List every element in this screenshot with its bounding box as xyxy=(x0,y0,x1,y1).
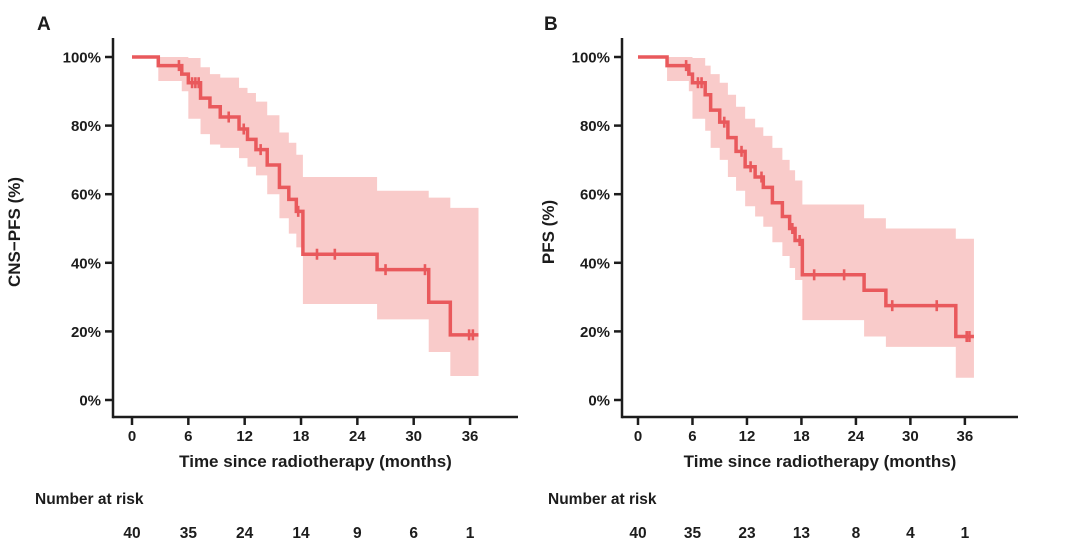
y-tick-label: 0% xyxy=(588,393,610,410)
x-tick-label: 30 xyxy=(405,428,422,445)
x-axis-title: Time since radiotherapy (months) xyxy=(179,452,452,471)
risk-count: 13 xyxy=(793,525,811,542)
risk-count: 9 xyxy=(353,525,362,542)
x-tick-label: 6 xyxy=(688,428,696,445)
risk-count: 23 xyxy=(738,525,756,542)
risk-count: 8 xyxy=(852,525,861,542)
x-tick-label: 36 xyxy=(957,428,974,445)
y-tick-label: 80% xyxy=(580,118,610,135)
axis-layer: 0% 20% 40% 60% 80% 100% 0 6 12 18 24 30 36 xyxy=(63,38,518,445)
y-tick-label: 60% xyxy=(580,187,610,204)
risk-count: 14 xyxy=(292,525,310,542)
panel-label: A xyxy=(37,14,51,35)
x-tick-label: 18 xyxy=(793,428,810,445)
risk-count: 24 xyxy=(236,525,254,542)
risk-count: 40 xyxy=(123,525,140,542)
km-curve-layer xyxy=(132,55,479,341)
risk-count: 40 xyxy=(629,525,646,542)
x-tick-label: 12 xyxy=(739,428,756,445)
km-curve-layer xyxy=(638,55,974,343)
risk-count: 4 xyxy=(906,525,915,542)
panel-b: B PFS (%) 0% 20% 40% 60% 80% 100% 0 6 12 18 24 30 36… xyxy=(539,0,1080,551)
risk-count: 35 xyxy=(180,525,198,542)
x-tick-label: 6 xyxy=(184,428,192,445)
y-axis-title: PFS (%) xyxy=(540,200,558,264)
x-tick-label: 36 xyxy=(462,428,479,445)
y-tick-label: 40% xyxy=(71,255,101,272)
y-tick-label: 20% xyxy=(71,324,101,341)
panel-a-chart: A CNS−PFS (%) 0% 20% 40% 60% 80% 100% 0 6 12 18 24… xyxy=(5,14,518,542)
risk-count: 1 xyxy=(961,525,970,542)
x-tick-label: 0 xyxy=(634,428,642,445)
number-at-risk-row: 40 35 24 14 9 6 1 xyxy=(123,525,474,542)
x-tick-label: 12 xyxy=(236,428,253,445)
number-at-risk-row: 40 35 23 13 8 4 1 xyxy=(629,525,969,542)
panel-b-chart: B PFS (%) 0%20%40%60%80%100%0 6 12 18 24 30 36… xyxy=(539,14,1018,542)
risk-count: 6 xyxy=(409,525,418,542)
y-tick-label: 0% xyxy=(79,393,101,410)
number-at-risk-label: Number at risk xyxy=(35,491,144,508)
confidence-band-layer xyxy=(667,57,974,378)
panel-a: A CNS−PFS (%) 0% 20% 40% 60% 80% 100% 0 6 12 18 24… xyxy=(0,0,540,551)
axis-layer: 0% 20% 40% 60% 80% 100% 0 6 12 18 24 30 36 xyxy=(572,38,1018,445)
panel-label: B xyxy=(544,14,558,35)
km-curve xyxy=(132,55,479,337)
x-axis-title: Time since radiotherapy (months) xyxy=(684,452,957,471)
x-tick-label: 24 xyxy=(848,428,865,445)
risk-count: 35 xyxy=(684,525,702,542)
x-tick-label: 18 xyxy=(293,428,310,445)
y-tick-label: 40% xyxy=(580,255,610,272)
y-tick-label: 20% xyxy=(580,324,610,341)
x-tick-label: 0 xyxy=(128,428,136,445)
y-tick-label: 80% xyxy=(71,118,101,135)
risk-count: 1 xyxy=(466,525,475,542)
x-tick-label: 30 xyxy=(902,428,919,445)
number-at-risk-label: Number at risk xyxy=(548,491,657,508)
confidence-band xyxy=(667,57,974,378)
x-tick-label: 24 xyxy=(349,428,366,445)
confidence-band-layer xyxy=(158,57,479,376)
y-tick-label: 60% xyxy=(71,187,101,204)
y-axis-title: CNS−PFS (%) xyxy=(5,177,24,287)
y-tick-label: 100% xyxy=(572,50,610,67)
confidence-band xyxy=(158,57,479,376)
y-tick-label: 100% xyxy=(63,50,101,67)
